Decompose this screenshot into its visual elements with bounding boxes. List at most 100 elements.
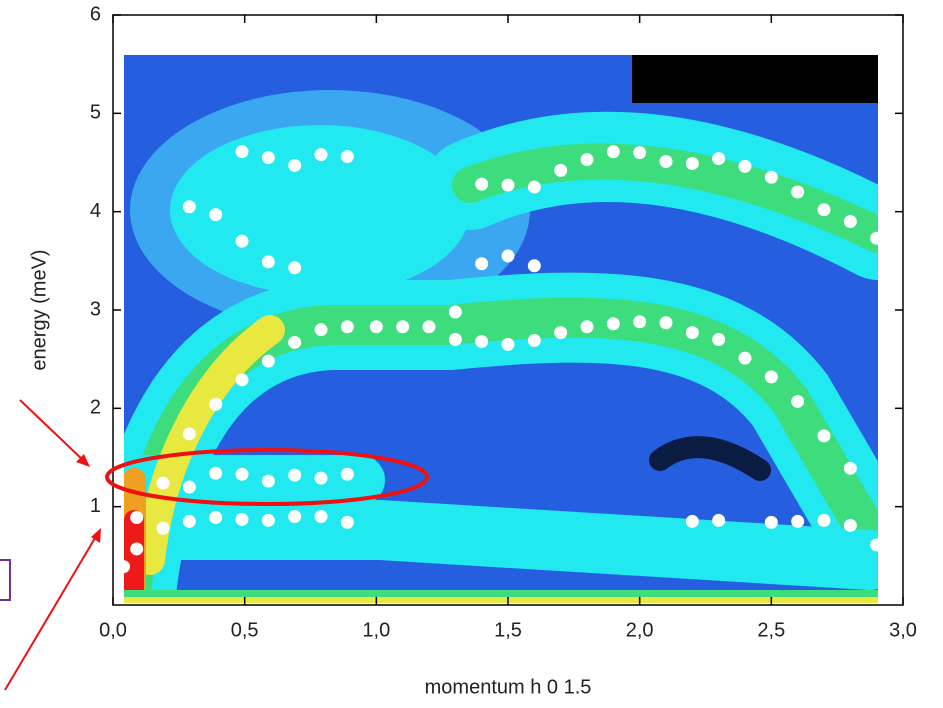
data-point: [235, 512, 249, 526]
x-tick-label: 3,0: [889, 619, 917, 641]
data-point: [659, 155, 673, 169]
data-point: [501, 249, 515, 263]
data-point: [738, 351, 752, 365]
y-axis-label: energy (meV): [28, 249, 50, 370]
data-point: [501, 178, 515, 192]
data-point: [340, 320, 354, 334]
data-point: [130, 542, 144, 556]
data-point: [738, 159, 752, 173]
data-point: [340, 150, 354, 164]
data-point: [288, 335, 302, 349]
data-point: [764, 170, 778, 184]
data-point: [712, 152, 726, 166]
x-tick-label: 0,5: [231, 619, 259, 641]
data-point: [817, 203, 831, 217]
data-point: [314, 148, 328, 162]
data-point: [817, 429, 831, 443]
data-point: [764, 515, 778, 529]
data-point: [314, 323, 328, 337]
data-point: [791, 394, 805, 408]
data-point: [870, 231, 884, 245]
data-point: [235, 145, 249, 159]
y-tick-label: 6: [90, 3, 101, 25]
data-point: [156, 476, 170, 490]
data-point: [843, 461, 857, 475]
y-tick-label: 5: [90, 102, 101, 124]
data-point: [182, 514, 196, 528]
data-point: [261, 513, 275, 527]
data-point: [817, 513, 831, 527]
data-point: [501, 337, 515, 351]
data-point: [475, 257, 489, 271]
y-tick-label: 4: [90, 200, 101, 222]
data-point: [261, 474, 275, 488]
data-point: [288, 158, 302, 172]
data-point: [606, 145, 620, 159]
data-point: [422, 320, 436, 334]
x-tick-label: 2,5: [757, 619, 785, 641]
data-point: [791, 514, 805, 528]
y-tick-label: 3: [90, 298, 101, 320]
data-point: [475, 177, 489, 191]
data-point: [580, 153, 594, 167]
data-point: [475, 334, 489, 348]
data-point: [288, 261, 302, 275]
data-point: [182, 200, 196, 214]
data-point: [369, 320, 383, 334]
data-point: [791, 185, 805, 199]
data-point: [843, 215, 857, 228]
data-point: [554, 326, 568, 340]
data-point: [633, 315, 647, 329]
data-point: [235, 234, 249, 248]
data-point: [314, 510, 328, 523]
data-point: [314, 471, 328, 485]
data-point: [580, 320, 594, 334]
data-point: [261, 151, 275, 165]
arrow-head: [91, 528, 101, 543]
arrow-head: [76, 454, 90, 467]
data-point: [606, 317, 620, 331]
highlight-ellipse: [105, 448, 429, 506]
data-point: [712, 333, 726, 346]
data-point: [659, 316, 673, 330]
data-point: [235, 373, 249, 387]
data-point: [209, 510, 223, 524]
data-point: [261, 255, 275, 269]
data-point: [182, 480, 196, 494]
x-tick-label: 1,5: [494, 619, 522, 641]
data-point: [764, 370, 778, 384]
data-point: [685, 326, 699, 340]
data-point: [396, 320, 410, 334]
data-point: [685, 156, 699, 170]
data-point: [235, 467, 249, 481]
data-point: [156, 521, 170, 535]
data-point: [870, 538, 884, 552]
data-point: [527, 259, 541, 273]
data-point: [448, 305, 462, 319]
data-point: [527, 180, 541, 194]
data-point: [209, 208, 223, 222]
data-point: [340, 467, 354, 481]
data-point: [554, 163, 568, 177]
heatmap: [124, 55, 878, 603]
callout-box: [0, 559, 11, 601]
x-tick-label: 2,0: [626, 619, 654, 641]
data-point: [712, 513, 726, 527]
data-point: [448, 333, 462, 346]
data-point: [209, 397, 223, 411]
data-point: [685, 514, 699, 528]
data-point: [288, 468, 302, 482]
data-point: [130, 510, 144, 524]
data-point: [117, 560, 131, 574]
data-point: [527, 333, 541, 347]
data-point: [843, 518, 857, 532]
data-point: [261, 354, 275, 368]
data-point: [288, 510, 302, 523]
arrow: [4, 532, 99, 691]
x-axis-label: momentum h 0 1.5: [425, 676, 592, 698]
x-tick-label: 1,0: [362, 619, 390, 641]
arrow: [19, 399, 86, 463]
data-point: [340, 515, 354, 529]
data-point: [209, 466, 223, 480]
